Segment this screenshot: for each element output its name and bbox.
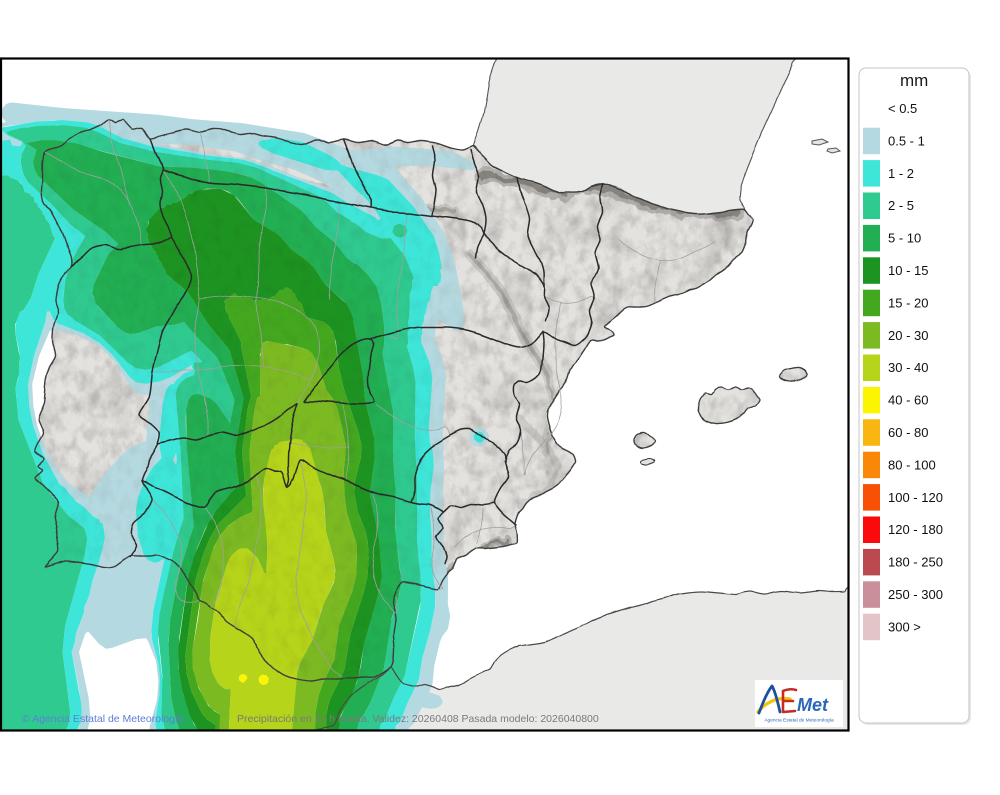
svg-text:Agencia Estatal de Meteorologí: Agencia Estatal de Meteorología: [764, 718, 834, 724]
svg-text:10 - 15: 10 - 15: [888, 263, 928, 278]
svg-text:Precipitación en 24 h media. V: Precipitación en 24 h media. Validez: 20…: [237, 713, 599, 725]
svg-text:2 - 5: 2 - 5: [888, 198, 914, 213]
svg-text:15 - 20: 15 - 20: [888, 295, 928, 310]
svg-text:0.5 - 1: 0.5 - 1: [888, 133, 925, 148]
svg-text:Met: Met: [797, 695, 829, 715]
svg-text:180 - 250: 180 - 250: [888, 555, 943, 570]
svg-text:5 - 10: 5 - 10: [888, 231, 921, 246]
svg-text:30 - 40: 30 - 40: [888, 360, 928, 375]
svg-text:mm: mm: [900, 71, 928, 90]
svg-text:250 - 300: 250 - 300: [888, 587, 943, 602]
svg-text:© Agencia Estatal de Meteorolo: © Agencia Estatal de Meteorología: [22, 713, 184, 725]
svg-text:120 - 180: 120 - 180: [888, 522, 943, 537]
svg-text:80 - 100: 80 - 100: [888, 457, 936, 472]
svg-text:40 - 60: 40 - 60: [888, 393, 928, 408]
svg-text:300 >: 300 >: [888, 619, 921, 634]
svg-text:1 - 2: 1 - 2: [888, 166, 914, 181]
svg-text:< 0.5: < 0.5: [888, 101, 917, 116]
svg-text:60 - 80: 60 - 80: [888, 425, 928, 440]
svg-text:100 - 120: 100 - 120: [888, 490, 943, 505]
svg-text:20 - 30: 20 - 30: [888, 328, 928, 343]
